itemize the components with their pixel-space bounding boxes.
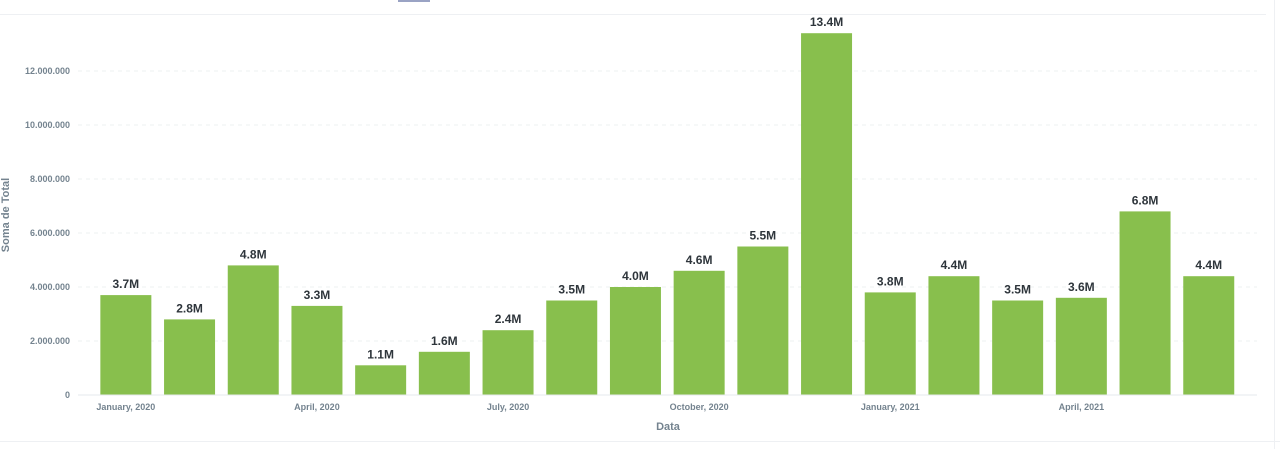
data-label: 3.8M (877, 274, 904, 288)
bar-2020-10[interactable] (673, 270, 725, 395)
data-label: 1.6M (431, 334, 458, 348)
right-divider (1274, 0, 1275, 449)
bar-2020-04[interactable] (291, 305, 343, 395)
x-tick-label: October, 2020 (670, 402, 729, 412)
bar-2020-12[interactable] (801, 33, 853, 395)
bar-2020-01[interactable] (100, 295, 152, 395)
bar-2020-11[interactable] (737, 246, 789, 396)
bar-2020-05[interactable] (355, 365, 407, 395)
data-label: 4.0M (622, 269, 649, 283)
bar-2020-02[interactable] (164, 319, 216, 395)
y-tick-label: 0 (65, 390, 70, 400)
bar-2021-01[interactable] (864, 292, 916, 395)
data-label: 3.3M (304, 288, 331, 302)
bar-2020-03[interactable] (227, 265, 279, 395)
y-tick-label: 10.000.000 (25, 120, 70, 130)
x-tick-label: July, 2020 (487, 402, 529, 412)
x-tick-label: April, 2021 (1059, 402, 1105, 412)
data-label: 2.4M (495, 312, 522, 326)
y-tick-label: 12.000.000 (25, 66, 70, 76)
x-tick-label: January, 2021 (861, 402, 920, 412)
bar-2021-03[interactable] (992, 300, 1044, 396)
bar-2020-09[interactable] (609, 287, 661, 395)
top-divider (0, 14, 1266, 15)
bar-2020-07[interactable] (482, 330, 534, 395)
data-label: 4.6M (686, 253, 713, 267)
x-tick-label: January, 2020 (96, 402, 155, 412)
bottom-divider (0, 441, 1280, 442)
x-axis-label: Data (656, 421, 681, 433)
y-tick-label: 6.000.000 (30, 228, 70, 238)
data-label: 6.8M (1132, 193, 1159, 207)
data-label: 13.4M (810, 15, 843, 29)
y-tick-label: 8.000.000 (30, 174, 70, 184)
data-label: 5.5M (750, 229, 777, 243)
bar-2020-06[interactable] (418, 351, 470, 395)
data-label: 1.1M (367, 347, 394, 361)
data-label: 4.4M (1195, 258, 1222, 272)
y-tick-label: 4.000.000 (30, 282, 70, 292)
bar-2021-02[interactable] (928, 276, 980, 395)
data-label: 3.7M (113, 277, 140, 291)
x-tick-label: April, 2020 (294, 402, 340, 412)
data-label: 4.8M (240, 247, 267, 261)
y-axis-label: Soma de Total (0, 178, 12, 252)
data-label: 3.5M (558, 283, 585, 297)
data-label: 2.8M (176, 301, 203, 315)
bar-2021-05[interactable] (1119, 211, 1171, 395)
bar-2021-06[interactable] (1183, 276, 1235, 395)
data-label: 3.5M (1004, 283, 1031, 297)
bar-2020-08[interactable] (546, 300, 598, 396)
y-tick-label: 2.000.000 (30, 336, 70, 346)
data-label: 3.6M (1068, 280, 1095, 294)
bar-2021-04[interactable] (1055, 297, 1107, 395)
tab-indicator (398, 0, 430, 2)
data-label: 4.4M (941, 258, 968, 272)
